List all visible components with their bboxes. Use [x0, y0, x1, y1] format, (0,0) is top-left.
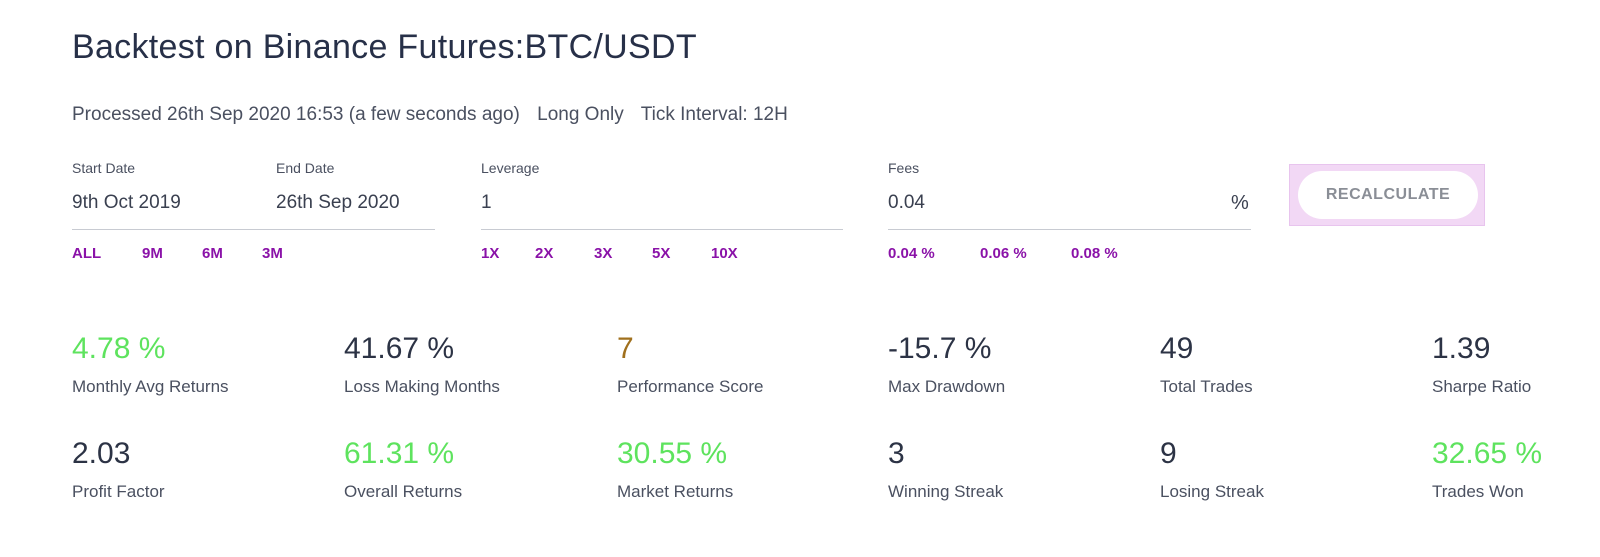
stat-value: 61.31 %	[344, 437, 455, 470]
stat-value: 2.03	[72, 437, 131, 470]
stat-label: Max Drawdown	[888, 377, 1006, 396]
leverage-option-3x[interactable]: 3X	[594, 245, 613, 262]
leverage-field-underline	[481, 229, 843, 230]
stat-label: Loss Making Months	[344, 377, 500, 396]
fees-field-underline	[888, 229, 1251, 230]
end-date-field[interactable]: 26th Sep 2020	[276, 192, 400, 213]
leverage-option-2x[interactable]: 2X	[535, 245, 554, 262]
stat-value: 7	[617, 332, 634, 365]
stat-label: Overall Returns	[344, 482, 463, 501]
leverage-option-1x[interactable]: 1X	[481, 245, 500, 262]
range-option-6m[interactable]: 6M	[202, 245, 223, 262]
stat-value: 9	[1160, 437, 1177, 470]
stat-label: Profit Factor	[72, 482, 165, 501]
start-date-field[interactable]: 9th Oct 2019	[72, 192, 181, 213]
range-option-3m[interactable]: 3M	[262, 245, 283, 262]
stat-label: Total Trades	[1160, 377, 1253, 396]
stat-value: 49	[1160, 332, 1194, 365]
leverage-label: Leverage	[481, 160, 540, 176]
fee-option-0-04[interactable]: 0.04 %	[888, 245, 935, 262]
date-field-underline	[72, 229, 435, 230]
stat-label: Monthly Avg Returns	[72, 377, 229, 396]
stat-label: Winning Streak	[888, 482, 1004, 501]
stat-label: Sharpe Ratio	[1432, 377, 1532, 396]
recalculate-button[interactable]: RECALCULATE	[1298, 171, 1478, 219]
stat-value: 3	[888, 437, 905, 470]
stat-value: 30.55 %	[617, 437, 728, 470]
leverage-input[interactable]: 1	[481, 192, 492, 213]
fees-input[interactable]: 0.04	[888, 192, 925, 213]
processed-timestamp: Processed 26th Sep 2020 16:53 (a few sec…	[72, 104, 520, 125]
range-option-9m[interactable]: 9M	[142, 245, 163, 262]
stat-value: 1.39	[1432, 332, 1491, 365]
trade-mode: Long Only	[537, 104, 624, 125]
recalculate-focus-ring: RECALCULATE	[1289, 164, 1485, 226]
stat-value: 32.65 %	[1432, 437, 1543, 470]
stat-label: Trades Won	[1432, 482, 1524, 501]
stat-value: 41.67 %	[344, 332, 455, 365]
range-option-all[interactable]: ALL	[72, 245, 102, 262]
stat-label: Losing Streak	[1160, 482, 1264, 501]
fee-option-0-08[interactable]: 0.08 %	[1071, 245, 1118, 262]
page-title: Backtest on Binance Futures:BTC/USDT	[72, 28, 697, 66]
leverage-option-10x[interactable]: 10X	[711, 245, 738, 262]
stat-label: Performance Score	[617, 377, 764, 396]
fees-label: Fees	[888, 160, 920, 176]
leverage-option-5x[interactable]: 5X	[652, 245, 671, 262]
stat-value: 4.78 %	[72, 332, 166, 365]
end-date-label: End Date	[276, 160, 335, 176]
backtest-meta: Processed 26th Sep 2020 16:53 (a few sec…	[72, 104, 800, 126]
start-date-label: Start Date	[72, 160, 136, 176]
tick-interval: Tick Interval: 12H	[640, 104, 788, 125]
fees-unit: %	[1231, 192, 1249, 214]
fee-option-0-06[interactable]: 0.06 %	[980, 245, 1027, 262]
stat-label: Market Returns	[617, 482, 734, 501]
stat-value: -15.7 %	[888, 332, 992, 365]
